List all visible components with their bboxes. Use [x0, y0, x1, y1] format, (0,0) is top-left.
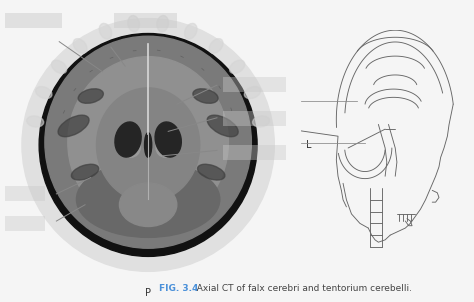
Ellipse shape — [122, 138, 140, 157]
Ellipse shape — [68, 57, 228, 228]
Ellipse shape — [45, 36, 251, 248]
Ellipse shape — [22, 18, 274, 271]
Ellipse shape — [97, 88, 200, 202]
Ellipse shape — [244, 87, 261, 98]
Ellipse shape — [76, 161, 220, 237]
Text: FIG. 3.4: FIG. 3.4 — [159, 284, 198, 293]
Text: P: P — [145, 288, 151, 298]
Text: A: A — [145, 0, 151, 2]
Text: L: L — [306, 140, 311, 150]
Ellipse shape — [78, 89, 103, 103]
Ellipse shape — [155, 122, 182, 157]
FancyBboxPatch shape — [223, 145, 286, 160]
Ellipse shape — [198, 164, 225, 180]
FancyBboxPatch shape — [114, 13, 177, 28]
Ellipse shape — [145, 133, 152, 157]
Ellipse shape — [52, 60, 67, 73]
Ellipse shape — [99, 23, 112, 39]
Ellipse shape — [128, 15, 139, 32]
FancyBboxPatch shape — [0, 13, 62, 28]
FancyBboxPatch shape — [0, 186, 45, 201]
Ellipse shape — [39, 34, 257, 256]
Ellipse shape — [229, 60, 245, 73]
Ellipse shape — [184, 23, 197, 39]
FancyBboxPatch shape — [223, 77, 286, 92]
Ellipse shape — [156, 138, 174, 157]
Ellipse shape — [157, 15, 168, 32]
FancyBboxPatch shape — [0, 216, 45, 231]
Ellipse shape — [207, 115, 238, 137]
Ellipse shape — [115, 122, 141, 157]
Ellipse shape — [72, 164, 99, 180]
Ellipse shape — [58, 115, 89, 137]
Ellipse shape — [193, 89, 218, 103]
Ellipse shape — [27, 116, 44, 127]
Ellipse shape — [119, 183, 177, 226]
FancyBboxPatch shape — [223, 111, 286, 126]
Ellipse shape — [73, 39, 87, 53]
Ellipse shape — [209, 39, 223, 53]
Ellipse shape — [253, 116, 270, 127]
Ellipse shape — [36, 87, 52, 98]
Text: Axial CT of falx cerebri and tentorium cerebelli.: Axial CT of falx cerebri and tentorium c… — [191, 284, 412, 293]
